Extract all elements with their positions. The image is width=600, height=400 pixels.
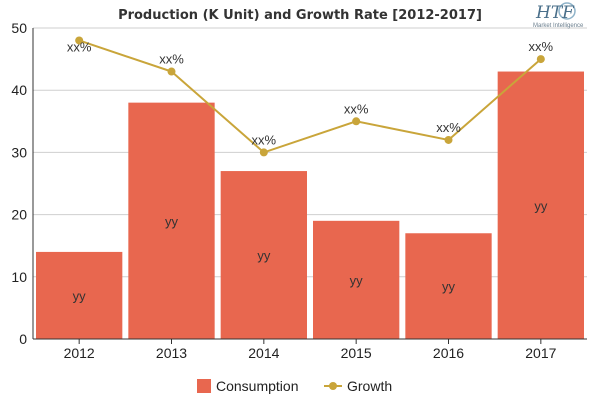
growth-data-label: xx% <box>67 39 92 54</box>
y-tick-label: 20 <box>11 207 27 223</box>
growth-data-label: xx% <box>159 52 184 67</box>
y-tick-label: 10 <box>11 269 27 285</box>
bar-consumption <box>220 171 307 339</box>
x-tick-label: 2015 <box>341 345 372 361</box>
y-tick-label: 0 <box>19 331 27 347</box>
growth-point <box>75 36 84 45</box>
htf-logo: HTF Market Intelligence <box>533 2 584 29</box>
bar-data-label: yy <box>73 288 87 303</box>
bar-data-label: yy <box>257 248 271 263</box>
growth-point <box>259 148 268 157</box>
axes: 0 10 20 30 40 50 2012 2013 2014 2015 2016 2017 <box>11 20 587 361</box>
y-tick-label: 30 <box>11 144 27 160</box>
bar-data-label: yy <box>534 198 548 213</box>
chart-title: Production (K Unit) and Growth Rate [201… <box>118 8 482 23</box>
legend-label-consumption: Consumption <box>216 378 299 394</box>
growth-data-label: xx% <box>529 39 554 54</box>
growth-data-label: xx% <box>252 132 277 147</box>
x-tick-label: 2014 <box>248 345 279 361</box>
bar-data-label: yy <box>442 279 456 294</box>
growth-point <box>444 135 453 144</box>
x-tick-label: 2012 <box>64 345 95 361</box>
bar-consumption <box>313 220 400 339</box>
bar-consumption <box>128 102 215 339</box>
growth-line <box>78 39 542 154</box>
legend-label-growth: Growth <box>347 378 392 394</box>
globe-icon <box>558 2 576 20</box>
x-tick-label: 2016 <box>433 345 464 361</box>
gridlines <box>33 27 587 278</box>
y-tick-label: 40 <box>11 82 27 98</box>
bar-consumption <box>36 251 123 339</box>
growth-point <box>352 117 361 126</box>
bar-data-label: yy <box>165 214 179 229</box>
bar-consumption <box>497 71 584 339</box>
growth-point <box>536 55 545 64</box>
line-series: xx% xx% xx% xx% xx% xx% <box>67 36 554 157</box>
growth-point <box>167 67 176 76</box>
logo-subtext: Market Intelligence <box>533 23 584 29</box>
growth-data-label: xx% <box>344 101 369 116</box>
legend: Consumption Growth <box>197 378 392 394</box>
x-tick-label: 2017 <box>525 345 556 361</box>
bar-data-label: yy <box>350 273 364 288</box>
y-tick-label: 50 <box>11 20 27 36</box>
x-tick-label: 2013 <box>156 345 187 361</box>
legend-swatch-consumption <box>197 379 211 393</box>
growth-data-label: xx% <box>436 120 461 135</box>
legend-swatch-growth-marker <box>329 382 337 390</box>
logo-text: HTF <box>535 3 575 23</box>
bar-series: yy yy yy yy yy yy <box>36 71 584 339</box>
bar-consumption <box>405 233 492 339</box>
